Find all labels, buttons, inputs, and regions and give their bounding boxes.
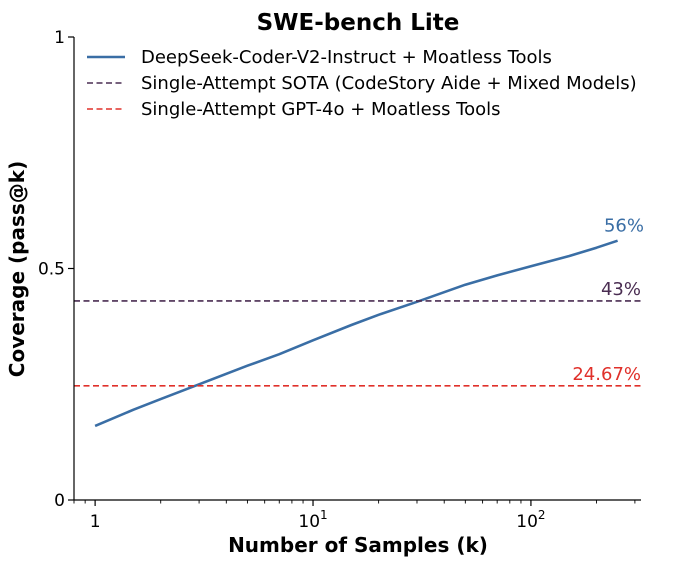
end-labels: 56% 43% 24.67%: [572, 216, 644, 385]
y-tick-label: 0.5: [38, 260, 65, 280]
y-tick-label: 0: [54, 491, 65, 511]
legend-label-1: Single-Attempt SOTA (CodeStory Aide + Mi…: [141, 73, 637, 94]
series-end-label-2: 24.67%: [572, 364, 641, 385]
y-axis-label: Coverage (pass@k): [5, 161, 29, 377]
series-layer: [74, 239, 641, 428]
series-end-label-1: 43%: [601, 279, 641, 300]
legend: DeepSeek-Coder-V2-Instruct + Moatless To…: [87, 47, 637, 120]
chart-title: SWE-bench Lite: [257, 10, 460, 36]
series-end-label-0: 56%: [604, 216, 644, 237]
x-tick-label: 1: [90, 512, 101, 532]
legend-label-0: DeepSeek-Coder-V2-Instruct + Moatless To…: [141, 47, 552, 68]
x-tick-label: 102: [516, 508, 545, 532]
plot-area: 56% 43% 24.67% 0 0.5 1 1 101 102: [38, 28, 644, 532]
legend-label-2: Single-Attempt GPT-4o + Moatless Tools: [141, 99, 501, 120]
series-line-0: [94, 239, 619, 428]
x-tick-label: 101: [298, 508, 327, 532]
ticks: 0 0.5 1 1 101 102: [38, 28, 636, 532]
y-tick-label: 1: [54, 28, 65, 48]
x-axis-label: Number of Samples (k): [228, 533, 488, 557]
